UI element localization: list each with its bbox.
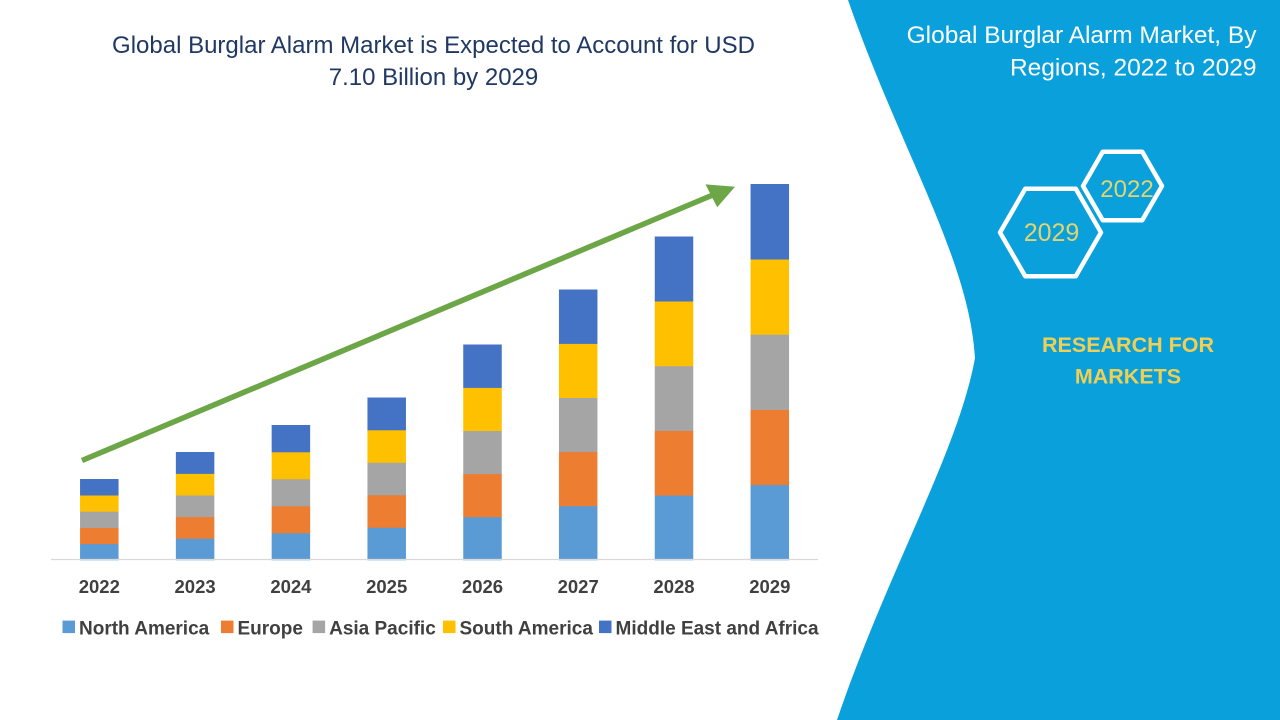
svg-text:MARKETS: MARKETS <box>1075 365 1181 389</box>
svg-text:Global Burglar Alarm Market is: Global Burglar Alarm Market is Expected … <box>112 32 755 59</box>
svg-text:2028: 2028 <box>653 576 694 597</box>
svg-text:Europe: Europe <box>238 619 303 640</box>
svg-text:2022: 2022 <box>1100 176 1153 203</box>
svg-text:2025: 2025 <box>366 576 407 597</box>
svg-text:2023: 2023 <box>175 576 216 597</box>
svg-text:2029: 2029 <box>1024 219 1080 247</box>
svg-text:7.10 Billion by 2029: 7.10 Billion by 2029 <box>329 64 538 91</box>
svg-text:RESEARCH FOR: RESEARCH FOR <box>1042 333 1214 357</box>
svg-text:2027: 2027 <box>558 576 599 597</box>
svg-text:2026: 2026 <box>462 576 503 597</box>
svg-text:2022: 2022 <box>79 576 120 597</box>
svg-text:Asia Pacific: Asia Pacific <box>329 619 436 640</box>
svg-text:Regions, 2022 to 2029: Regions, 2022 to 2029 <box>1010 55 1257 82</box>
svg-text:North America: North America <box>79 619 210 640</box>
svg-text:South America: South America <box>460 619 594 640</box>
svg-text:Global Burglar Alarm Market, B: Global Burglar Alarm Market, By <box>907 22 1258 49</box>
svg-text:Middle East and Africa: Middle East and Africa <box>616 619 819 640</box>
svg-text:2029: 2029 <box>749 576 790 597</box>
svg-text:2024: 2024 <box>270 576 312 597</box>
